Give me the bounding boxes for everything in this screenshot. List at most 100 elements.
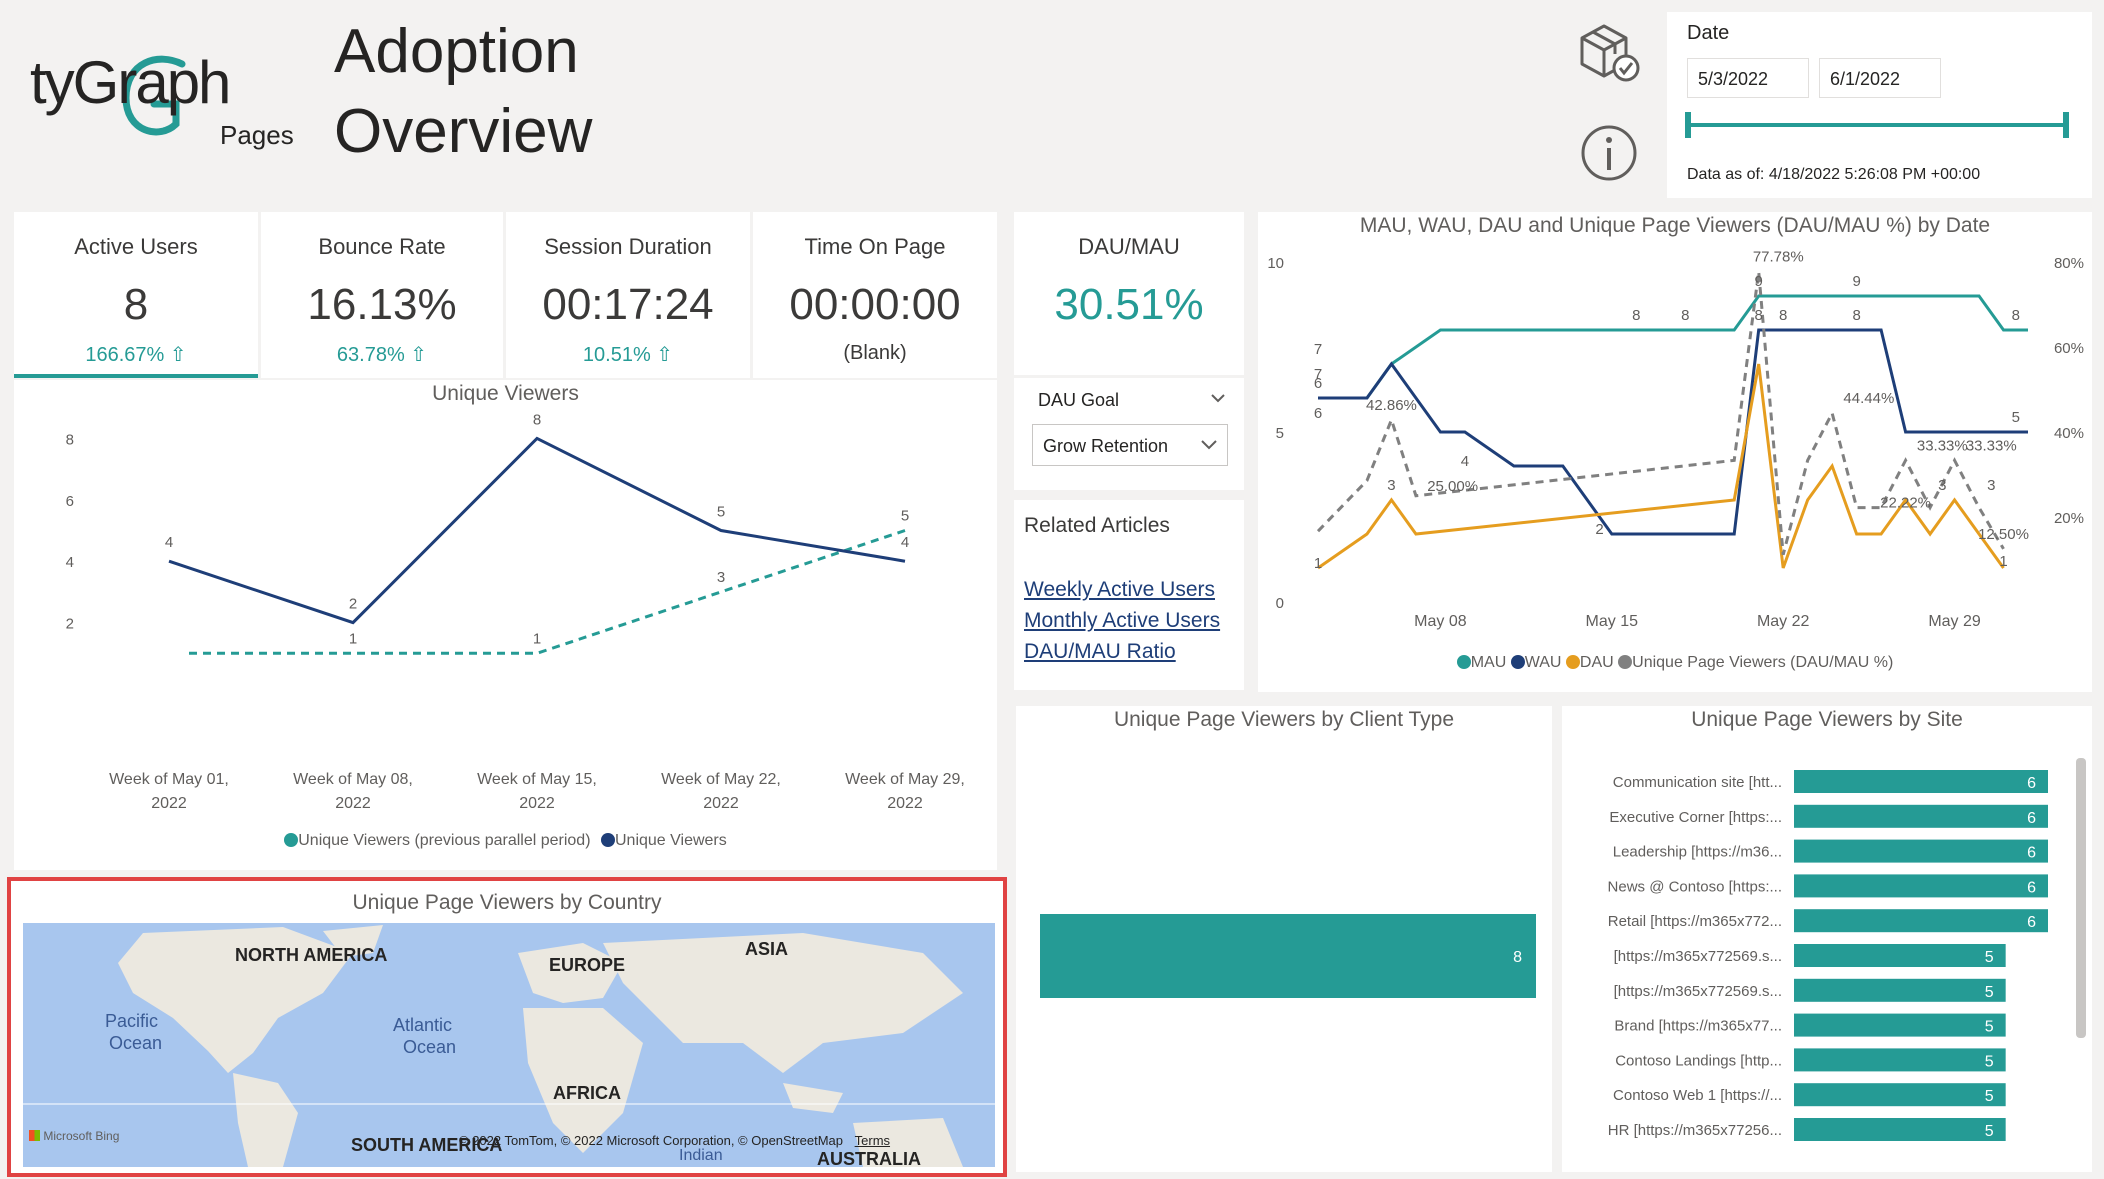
y-tick-label: 80%: [2054, 255, 2084, 272]
link-dau-mau-ratio[interactable]: DAU/MAU Ratio: [1024, 640, 1176, 663]
kpi-bounce-rate[interactable]: Bounce Rate 16.13% 63.78% ⇧: [261, 212, 503, 378]
category-label: Brand [https://m365x77...: [1614, 1018, 1782, 1035]
kpi-title: Active Users: [74, 234, 198, 259]
world-map[interactable]: NORTH AMERICA EUROPE ASIA AFRICA SOUTH A…: [23, 923, 995, 1167]
map-label-indian: Indian: [679, 1147, 723, 1164]
kpi-change: (Blank): [843, 342, 907, 364]
link-monthly-active-users[interactable]: Monthly Active Users: [1024, 609, 1221, 632]
dau-goal-dropdown[interactable]: Grow Retention: [1032, 424, 1228, 466]
legend-item[interactable]: DAU: [1565, 654, 1614, 671]
data-as-of: Data as of: 4/18/2022 5:26:08 PM +00:00: [1687, 166, 1981, 183]
info-icon[interactable]: [1580, 124, 1638, 182]
date-range-start-handle[interactable]: [1685, 112, 1691, 138]
legend-label: DAU: [1579, 654, 1614, 671]
x-tick-label: 2022: [703, 795, 739, 812]
bar: [1794, 944, 2006, 967]
unique-viewers-chart: Unique Viewers 2 4 6 8 Week of May 01, 2022 We…: [14, 380, 997, 870]
legend-item[interactable]: Unique Viewers: [600, 832, 727, 849]
x-tick-label: Week of May 08,: [293, 771, 413, 788]
data-label: 6: [2027, 879, 2036, 896]
client-type-plot: 8: [1040, 914, 1536, 998]
data-label: 6: [1314, 375, 1322, 392]
logo-text: tyGraph: [30, 49, 231, 116]
data-label: 4: [165, 534, 173, 551]
bing-icon: [29, 1130, 40, 1141]
data-label: 12.50%: [1978, 526, 2029, 543]
map-label-australia: AUSTRALIA: [817, 1149, 921, 1167]
map-label-north-america: NORTH AMERICA: [235, 945, 388, 965]
data-label: 8: [1681, 307, 1689, 324]
related-articles-list: Weekly Active Users Monthly Active Users…: [1024, 574, 1220, 667]
data-label: 8: [1779, 307, 1787, 324]
legend-item[interactable]: Unique Page Viewers (DAU/MAU %): [1618, 654, 1893, 671]
series-line: [1316, 271, 2005, 556]
bar: [1794, 1083, 2006, 1107]
data-label: 4: [1461, 453, 1469, 470]
kpi-value: 00:00:00: [789, 280, 961, 329]
legend-item[interactable]: WAU: [1510, 654, 1561, 671]
data-label: 1: [1314, 555, 1322, 572]
page-title-line2: Overview: [334, 97, 593, 166]
x-tick-label: 2022: [519, 795, 555, 812]
kpi-value: 8: [123, 280, 149, 329]
date-end-input[interactable]: 6/1/2022: [1819, 58, 1941, 98]
package-check-icon[interactable]: [1574, 18, 1644, 88]
kpi-title: Time On Page: [804, 234, 946, 259]
data-label: 2: [349, 596, 357, 613]
data-label: 3: [1987, 477, 1995, 494]
legend-label: Unique Page Viewers (DAU/MAU %): [1632, 654, 1894, 671]
data-label: 25.00%: [1427, 478, 1478, 495]
y-tick-label: 40%: [2054, 425, 2084, 442]
data-label: 5: [1985, 1123, 1994, 1140]
kpi-time-on-page[interactable]: Time On Page 00:00:00 (Blank): [753, 212, 997, 378]
date-slicer-label: Date: [1687, 22, 1730, 44]
data-label: 33.33%: [1966, 437, 2017, 454]
date-slicer: Date 5/3/2022 6/1/2022 Data as of: 4/18/…: [1667, 12, 2092, 198]
data-label: 5: [1985, 984, 1994, 1001]
map-label-europe: EUROPE: [549, 955, 626, 975]
vertical-scrollbar[interactable]: [2076, 758, 2086, 1038]
chart-legend: Unique Viewers (previous parallel period…: [14, 832, 997, 850]
y-tick-label: 2: [66, 616, 74, 633]
map-label-atlantic: Atlantic: [393, 1015, 453, 1035]
kpi-session-duration[interactable]: Session Duration 00:17:24 10.51% ⇧: [506, 212, 750, 378]
y-tick-label: 8: [66, 431, 74, 448]
x-tick-label: Week of May 15,: [477, 771, 597, 788]
data-label: 9: [1755, 273, 1763, 290]
client-type-chart: Unique Page Viewers by Client Type 8: [1016, 706, 1552, 1172]
category-label: [https://m365x772569.s...: [1614, 983, 1782, 1000]
unique-viewers-plot: 2 4 6 8 Week of May 01, 2022 Week of May 08, 20…: [66, 411, 965, 812]
category-label: Communication site [htt...: [1613, 774, 1782, 791]
data-label: 8: [1755, 307, 1763, 324]
data-label: 8: [1513, 949, 1522, 966]
date-start-input[interactable]: 5/3/2022: [1687, 58, 1809, 98]
related-articles-title: Related Articles: [1024, 514, 1170, 537]
y-tick-label: 0: [1276, 595, 1284, 612]
data-label: 77.78%: [1753, 248, 1804, 265]
series-line: [168, 436, 906, 625]
x-tick-label: May 08: [1414, 613, 1467, 630]
date-range-end-handle[interactable]: [2063, 112, 2069, 138]
logo-subtext: Pages: [220, 120, 294, 150]
data-label: 6: [2027, 914, 2036, 931]
y-tick-label: 4: [66, 554, 74, 571]
map-label-africa: AFRICA: [553, 1083, 621, 1103]
map-label-south-america: SOUTH AMERICA: [351, 1135, 503, 1155]
kpi-value: 30.51%: [1054, 280, 1204, 329]
data-label: 5: [1985, 949, 1994, 966]
chevron-down-icon[interactable]: [1206, 386, 1230, 410]
x-tick-label: Week of May 29,: [845, 771, 965, 788]
chart-title: Unique Page Viewers by Site: [1691, 708, 1963, 731]
related-articles: Related Articles Weekly Active Users Mon…: [1014, 500, 1244, 690]
data-label: 22.22%: [1880, 495, 1931, 512]
dau-goal-slicer: DAU Goal Grow Retention: [1014, 378, 1244, 490]
legend-item[interactable]: Unique Viewers (previous parallel period…: [284, 832, 591, 849]
link-weekly-active-users[interactable]: Weekly Active Users: [1024, 578, 1215, 601]
data-label: 3: [1938, 477, 1946, 494]
y-tick-label: 60%: [2054, 340, 2084, 357]
map-terms-link[interactable]: Terms: [854, 1133, 891, 1148]
kpi-change: 63.78% ⇧: [336, 344, 428, 366]
kpi-active-users[interactable]: Active Users 8 166.67% ⇧: [14, 212, 258, 378]
legend-item[interactable]: MAU: [1456, 654, 1506, 671]
dau-mau-card[interactable]: DAU/MAU 30.51%: [1014, 212, 1244, 375]
